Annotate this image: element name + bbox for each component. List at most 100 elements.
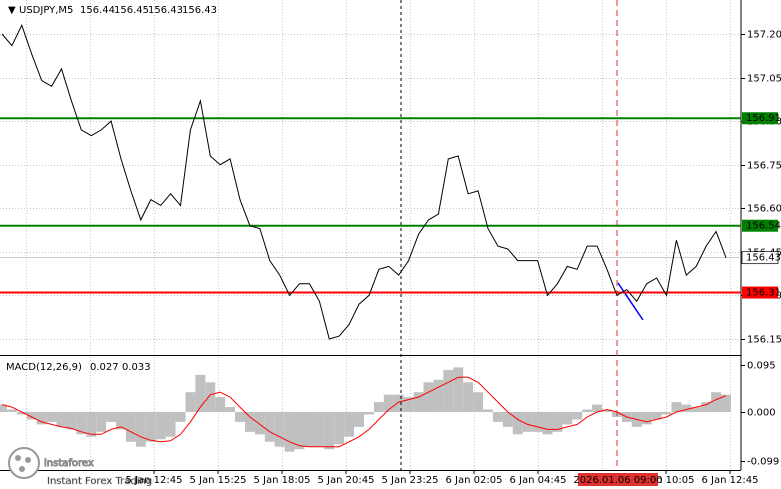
histogram-bar [145, 412, 156, 442]
low-value: 156.43 [148, 5, 183, 16]
logo-dot [25, 457, 31, 463]
logo-dot [19, 466, 25, 472]
price-line [1, 23, 727, 340]
histogram-bar [522, 412, 533, 432]
x-tick-label: 5 Jan 18:05 [254, 475, 311, 486]
histogram-bar [592, 404, 603, 413]
high-value: 156.45 [114, 5, 149, 16]
collapse-icon: ▼ [8, 5, 16, 16]
histogram-bar [304, 412, 315, 447]
histogram-bar [403, 397, 414, 413]
histogram-bar [572, 412, 583, 420]
histogram-bar [175, 412, 186, 422]
level-label-box [742, 112, 778, 125]
histogram-bar [6, 409, 17, 413]
histogram-bar [284, 412, 295, 452]
y-tick-label: 157.20 [747, 30, 781, 41]
histogram-bar [0, 404, 7, 413]
histogram-bar [244, 412, 255, 432]
level-label: 156.91 [746, 113, 781, 124]
histogram-bar [135, 412, 146, 447]
histogram-bar [691, 407, 702, 413]
histogram-bar [96, 412, 107, 432]
histogram-bar [225, 407, 236, 413]
histogram-bar [294, 412, 305, 450]
histogram-bar [324, 412, 335, 450]
histogram-bar [433, 379, 444, 413]
current-price-label: 156.43 [746, 253, 781, 264]
histogram-bar [215, 397, 226, 413]
y-tick-label: 156.60 [747, 204, 781, 215]
histogram-bar [116, 412, 126, 430]
histogram-bar [373, 402, 384, 413]
histogram-bar [354, 412, 364, 427]
histogram-bar [16, 412, 27, 415]
y-tick-label: 0.095 [747, 361, 776, 372]
x-tick-label: 5 Jan 20:45 [318, 475, 375, 486]
x-tick-label: 6 Jan 04:45 [510, 475, 567, 486]
signal-line [1, 376, 727, 448]
x-tick-label: 6 Jan 10:05 [638, 475, 695, 486]
histogram-bar [473, 392, 484, 413]
histogram-bar [502, 412, 513, 427]
x-tick-label: 5 Jan 12:45 [126, 475, 183, 486]
histogram-bar [254, 412, 265, 435]
open-value: 156.44 [80, 5, 115, 16]
histogram-bar [364, 412, 374, 415]
y-tick-label: 0.000 [747, 408, 776, 419]
logo-dot [15, 455, 21, 461]
y-tick-label: 156.15 [747, 335, 781, 346]
watermark-tagline: Instant Forex Trading [47, 476, 152, 487]
x-tick-label: 5 Jan 15:25 [190, 475, 247, 486]
histogram-bar [393, 394, 404, 413]
histogram-bar [443, 369, 454, 413]
histogram-bar [681, 404, 692, 413]
histogram-bar [195, 374, 206, 413]
histogram-bar [165, 412, 176, 437]
histogram-bar [46, 412, 57, 422]
signal-value: 0.033 [122, 362, 151, 373]
histogram-bar [205, 382, 216, 413]
histogram-bar [483, 409, 493, 413]
histogram-bar [185, 392, 196, 413]
histogram-bar [671, 402, 682, 413]
histogram-bar [701, 402, 712, 413]
histogram-bar [274, 412, 285, 447]
histogram-bar [602, 409, 612, 413]
y-tick-label: -0.099 [747, 457, 779, 468]
histogram-bar [453, 367, 464, 413]
macd-title: MACD(12,26,9) [6, 362, 82, 373]
histogram-bar [542, 412, 553, 435]
histogram-bar [125, 412, 136, 442]
close-value: 156.43 [182, 5, 217, 16]
histogram-bar [582, 409, 593, 413]
histogram-bar [26, 412, 37, 420]
histogram-bar [66, 412, 77, 430]
x-tick-label: 6 Jan 02:05 [446, 475, 503, 486]
histogram-bar [155, 412, 166, 440]
level-label: 156.31 [746, 288, 781, 299]
level-label-box [742, 219, 778, 232]
histogram-bar [641, 412, 652, 425]
histogram-bar [334, 412, 345, 445]
y-tick-label: 157.05 [747, 74, 781, 85]
trend-annotation [617, 282, 644, 321]
histogram-bar [492, 412, 503, 422]
histogram-bar [235, 412, 245, 422]
histogram-bar [106, 412, 117, 422]
x-tick-label: 5 Jan 23:25 [382, 475, 439, 486]
histogram-bar [562, 412, 573, 425]
histogram-bar [721, 394, 731, 413]
histogram-bar [56, 412, 67, 427]
histogram-bar [423, 382, 434, 413]
current-price-box [741, 251, 779, 265]
histogram-bar [86, 412, 97, 437]
histogram-bar [383, 394, 394, 413]
y-tick-label: 156.75 [747, 161, 781, 172]
histogram-bar [344, 412, 355, 437]
crosshair-label: 2026.01.06 09:00 [573, 475, 662, 486]
symbol-title: USDJPY,M5 [19, 5, 73, 16]
level-label: 156.54 [746, 221, 781, 232]
histogram-bar [264, 412, 275, 442]
